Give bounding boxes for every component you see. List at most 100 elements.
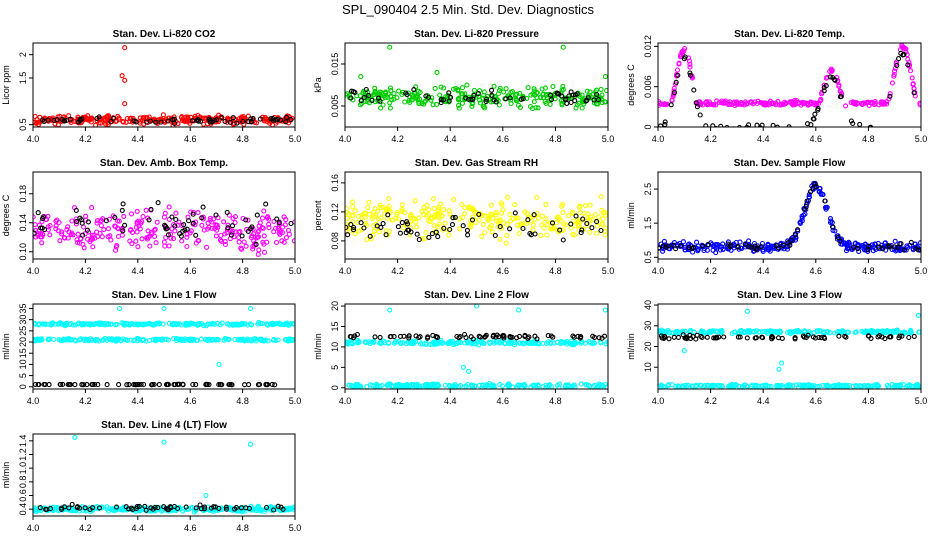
data-point-black xyxy=(507,334,513,340)
data-point-black xyxy=(164,225,170,232)
data-point-black xyxy=(900,52,906,58)
x-tick-label: 4.4 xyxy=(132,134,145,144)
data-point-color xyxy=(88,321,94,327)
data-point-color xyxy=(256,320,262,326)
data-point-color xyxy=(479,385,485,389)
data-point-black xyxy=(283,119,289,125)
data-point-color xyxy=(530,227,536,233)
data-point-color xyxy=(585,211,591,217)
data-point-color xyxy=(430,102,436,108)
panel-title: Stan. Dev. Line 3 Flow xyxy=(737,290,842,301)
data-point-color xyxy=(266,225,272,231)
y-axis-label: percent xyxy=(313,200,323,231)
data-point-color xyxy=(540,92,546,98)
data-point-color xyxy=(806,194,812,200)
data-point-color xyxy=(752,99,758,105)
data-point-color xyxy=(125,337,131,343)
data-point-color xyxy=(535,105,541,111)
data-point-black xyxy=(232,506,238,512)
data-point-black xyxy=(122,222,128,228)
data-point-black xyxy=(361,95,367,101)
data-point-color xyxy=(856,248,862,254)
data-point-black xyxy=(687,72,694,78)
data-point-color xyxy=(436,383,442,389)
data-point-black xyxy=(821,334,827,340)
data-point-black xyxy=(229,223,236,229)
data-point-color xyxy=(476,217,482,223)
data-point-color xyxy=(135,244,141,250)
data-point-color xyxy=(175,120,181,127)
plot-frame xyxy=(657,42,922,128)
data-point-color xyxy=(118,507,124,513)
data-point-color xyxy=(72,434,78,440)
data-point-color xyxy=(861,382,867,389)
data-point-color xyxy=(395,216,401,222)
data-point-color xyxy=(855,100,861,106)
data-point-color xyxy=(161,239,167,245)
data-point-black xyxy=(238,505,244,511)
data-point-black xyxy=(693,336,699,342)
data-point-black xyxy=(245,228,251,234)
plot-frame xyxy=(344,303,609,390)
data-point-color xyxy=(460,91,466,97)
data-point-color xyxy=(59,229,65,235)
data-point-color xyxy=(767,248,773,254)
data-point-black xyxy=(425,334,431,340)
data-point-color xyxy=(830,227,836,233)
scatter-points xyxy=(33,305,295,388)
data-point-black xyxy=(58,381,64,388)
panel-5: Stan. Dev. Gas Stream RH percent 0.08 0.12 0… xyxy=(313,158,614,276)
data-point-color xyxy=(124,115,130,122)
data-point-color xyxy=(517,90,523,96)
data-point-color xyxy=(205,220,211,226)
data-point-black xyxy=(120,201,126,207)
data-point-color xyxy=(373,381,380,387)
y-tick-label: 0 xyxy=(330,385,340,390)
data-point-color xyxy=(227,117,233,123)
data-point-color xyxy=(503,86,509,92)
data-point-color xyxy=(571,382,577,388)
data-point-color xyxy=(535,215,542,221)
data-point-color xyxy=(446,232,452,238)
y-axis-label: ml/min xyxy=(626,333,636,360)
data-point-color xyxy=(375,216,381,222)
data-point-color xyxy=(743,329,749,335)
data-point-color xyxy=(349,199,355,205)
data-point-color xyxy=(355,219,361,226)
data-point-color xyxy=(286,506,292,512)
data-point-color xyxy=(214,336,220,342)
data-point-black xyxy=(678,243,684,249)
x-tick-label: 4.2 xyxy=(704,266,717,276)
data-point-black xyxy=(687,70,693,76)
data-point-color xyxy=(179,238,185,244)
data-point-black xyxy=(257,381,263,388)
data-point-black xyxy=(112,214,118,220)
data-point-color xyxy=(531,382,537,389)
data-point-color xyxy=(893,329,899,335)
data-point-black xyxy=(190,211,196,217)
data-point-black xyxy=(378,224,384,230)
data-point-color xyxy=(465,339,471,345)
data-point-color xyxy=(214,227,220,233)
data-point-color xyxy=(549,226,555,232)
data-point-black xyxy=(668,102,674,108)
data-point-color xyxy=(446,208,452,214)
data-point-black xyxy=(737,334,743,340)
data-point-color xyxy=(602,209,608,216)
data-point-color xyxy=(841,383,847,389)
data-point-color xyxy=(839,329,845,336)
data-point-color xyxy=(56,337,62,343)
data-point-color xyxy=(170,236,177,242)
data-point-color xyxy=(853,329,859,335)
data-point-black xyxy=(908,239,914,245)
x-tick-label: 4.6 xyxy=(184,523,197,533)
data-point-black xyxy=(905,62,911,68)
data-point-color xyxy=(388,87,394,94)
y-tick-label: 1.4 xyxy=(18,435,28,448)
data-point-black xyxy=(821,84,827,91)
data-point-black xyxy=(810,116,816,122)
data-point-color xyxy=(163,235,169,241)
y-tick-label: 0.8 xyxy=(18,476,28,489)
data-point-black xyxy=(429,231,435,237)
data-point-black xyxy=(96,505,103,511)
